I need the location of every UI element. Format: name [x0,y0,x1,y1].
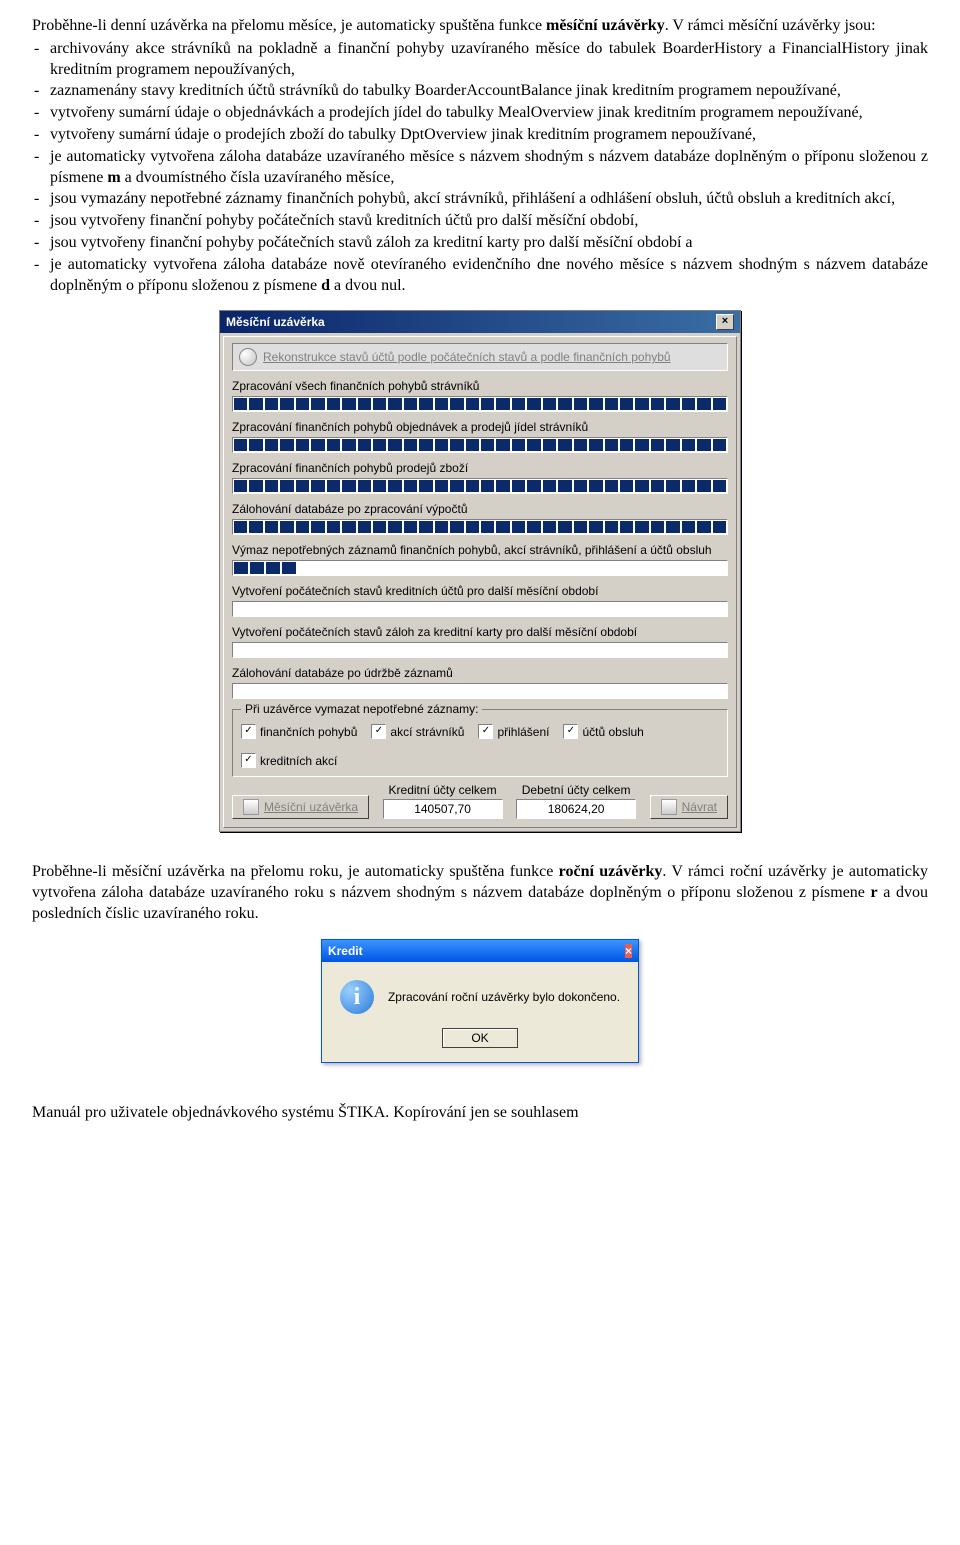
info-messagebox: Kredit × i Zpracování roční uzávěrky byl… [321,939,639,1063]
return-button[interactable]: Návrat [650,795,728,819]
close-icon[interactable]: × [625,944,632,958]
list-item: vytvořeny sumární údaje o objednávkách a… [32,103,928,124]
list-item: vytvořeny sumární údaje o prodejích zbož… [32,125,928,146]
task-block: Vytvoření počátečních stavů kreditních ú… [232,582,728,617]
reconstruction-button[interactable]: Rekonstrukce stavů účtů podle počátečníc… [232,343,728,371]
page-footer: Manuál pro uživatele objednávkového syst… [32,1103,928,1124]
task-block: Zpracování finančních pohybů prodejů zbo… [232,459,728,494]
task-label: Zálohování databáze po zpracování výpočt… [232,500,728,519]
progress-bar [232,560,728,576]
checkbox-label: akcí strávníků [390,725,464,739]
progress-bar [232,642,728,658]
progress-bar [232,478,728,494]
checkbox-option[interactable]: ✓ přihlášení [478,724,549,739]
exit-icon [661,799,677,815]
list-item: archivovány akce strávníků na pokladně a… [32,39,928,81]
monthly-closing-dialog: Měsíční uzávěrka × Rekonstrukce stavů úč… [219,310,741,832]
reconstruction-icon [239,348,257,366]
credit-total-input[interactable] [383,799,503,819]
task-block: Výmaz nepotřebných záznamů finančních po… [232,541,728,576]
credit-total-field: Kreditní účty celkem [383,783,503,819]
intro-paragraph: Proběhne-li denní uzávěrka na přelomu mě… [32,16,928,37]
ok-button[interactable]: OK [442,1028,517,1048]
checkbox-label: přihlášení [497,725,549,739]
list-item: jsou vytvořeny finanční pohyby počáteční… [32,211,928,232]
list-item: je automaticky vytvořena záloha databáze… [32,255,928,297]
progress-bar [232,601,728,617]
task-label: Zpracování všech finančních pohybů stráv… [232,377,728,396]
group-legend: Při uzávěrce vymazat nepotřebné záznamy: [241,702,482,716]
dialog-title: Měsíční uzávěrka [226,315,325,329]
bullet-list-1: archivovány akce strávníků na pokladně a… [32,39,928,297]
task-block: Zálohování databáze po zpracování výpočt… [232,500,728,535]
list-item: jsou vymazány nepotřebné záznamy finančn… [32,189,928,210]
checkbox-icon: ✓ [478,724,493,739]
messagebox-titlebar: Kredit × [322,940,638,962]
checkbox-option[interactable]: ✓ kreditních akcí [241,753,337,768]
info-icon: i [340,980,374,1014]
progress-bar [232,683,728,699]
progress-bar [232,396,728,412]
task-label: Zpracování finančních pohybů objednávek … [232,418,728,437]
checkbox-option[interactable]: ✓ akcí strávníků [371,724,464,739]
list-item: je automaticky vytvořena záloha databáze… [32,147,928,189]
progress-bar [232,519,728,535]
checkbox-icon: ✓ [241,753,256,768]
paragraph-2: Proběhne-li měsíční uzávěrka na přelomu … [32,862,928,924]
task-block: Zpracování všech finančních pohybů stráv… [232,377,728,412]
list-item: zaznamenány stavy kreditních účtů strávn… [32,81,928,102]
delete-records-group: Při uzávěrce vymazat nepotřebné záznamy:… [232,709,728,777]
debit-total-input[interactable] [516,799,636,819]
list-item: jsou vytvořeny finanční pohyby počáteční… [32,233,928,254]
checkbox-label: finančních pohybů [260,725,357,739]
checkbox-option[interactable]: ✓ účtů obsluh [563,724,643,739]
task-label: Zpracování finančních pohybů prodejů zbo… [232,459,728,478]
task-label: Vytvoření počátečních stavů kreditních ú… [232,582,728,601]
checkbox-label: účtů obsluh [582,725,643,739]
calendar-icon [243,799,259,815]
monthly-closing-button[interactable]: Měsíční uzávěrka [232,795,369,819]
task-block: Vytvoření počátečních stavů záloh za kre… [232,623,728,658]
checkbox-icon: ✓ [241,724,256,739]
task-block: Zpracování finančních pohybů objednávek … [232,418,728,453]
progress-bar [232,437,728,453]
task-label: Zálohování databáze po údržbě záznamů [232,664,728,683]
debit-total-field: Debetní účty celkem [516,783,636,819]
task-block: Zálohování databáze po údržbě záznamů [232,664,728,699]
close-icon[interactable]: × [716,314,734,330]
checkbox-icon: ✓ [371,724,386,739]
checkbox-icon: ✓ [563,724,578,739]
task-label: Vytvoření počátečních stavů záloh za kre… [232,623,728,642]
task-label: Výmaz nepotřebných záznamů finančních po… [232,541,728,560]
messagebox-text: Zpracování roční uzávěrky bylo dokončeno… [388,990,620,1004]
dialog-titlebar: Měsíční uzávěrka × [220,311,740,333]
checkbox-label: kreditních akcí [260,754,337,768]
checkbox-option[interactable]: ✓ finančních pohybů [241,724,357,739]
